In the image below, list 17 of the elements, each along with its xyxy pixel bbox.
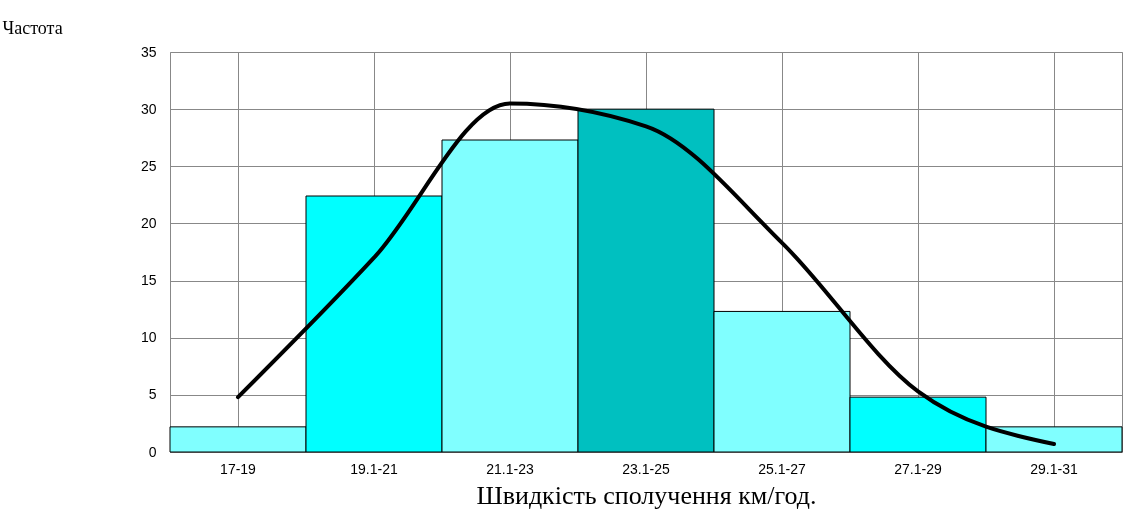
x-tick-label: 19.1-21 [350, 460, 398, 477]
x-axis-title: Швидкість сполучення км/год. [476, 480, 817, 510]
x-tick-label: 17-19 [220, 460, 257, 477]
y-tick-label: 20 [140, 214, 157, 231]
x-tick-label: 21.1-23 [486, 460, 534, 477]
x-tick-label: 23.1-25 [622, 460, 670, 477]
y-tick-label: 35 [140, 43, 157, 60]
y-tick-label: 5 [148, 386, 157, 403]
x-tick-label: 25.1-27 [758, 460, 806, 477]
y-tick-label: 30 [140, 100, 157, 117]
y-tick-label: 15 [140, 272, 157, 289]
y-axis-title: Частота [2, 17, 63, 38]
y-tick-label: 10 [140, 329, 157, 346]
y-tick-label: 0 [148, 443, 157, 460]
y-tick-label: 25 [140, 157, 157, 174]
x-tick-label: 27.1-29 [894, 460, 942, 477]
x-tick-label: 29.1-31 [1030, 460, 1078, 477]
